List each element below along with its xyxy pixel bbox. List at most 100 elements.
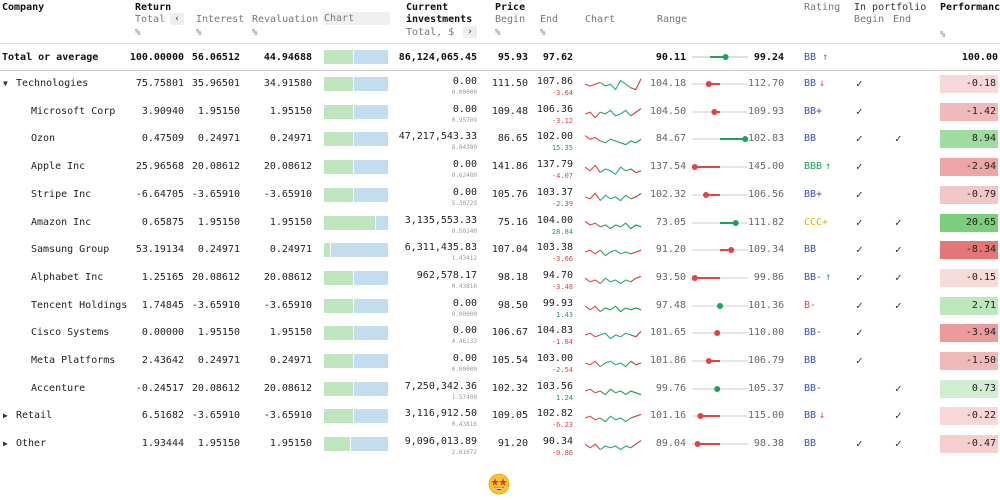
col-price: Price — [495, 2, 526, 13]
collapse-return-button[interactable]: ‹ — [170, 13, 184, 25]
price-begin: 109.05 — [491, 410, 528, 421]
expand-investments-button[interactable]: › — [463, 26, 477, 38]
price-sparkline — [584, 360, 642, 368]
check-icon: ✓ — [856, 132, 863, 145]
range-min: 104.50 — [650, 106, 687, 117]
return-bar — [324, 326, 388, 340]
table-row[interactable]: Microsoft Corp 3.90940 1.95150 1.95150 0.00 0… — [0, 101, 1000, 129]
table-row[interactable]: Cisco Systems 0.00000 1.95150 1.95150 0.00 4.… — [0, 322, 1000, 350]
col-interest[interactable]: Interest — [196, 14, 245, 25]
current-investments: 0.00 — [452, 104, 477, 115]
col-return-chart[interactable]: Chart — [323, 12, 390, 25]
return-revaluation: 34.91580 — [263, 78, 312, 89]
range-min: 89.04 — [655, 438, 686, 449]
group-name[interactable]: Other — [16, 438, 47, 449]
sparkline-end — [599, 166, 642, 176]
price-sparkline — [584, 164, 642, 176]
col-ip-begin[interactable]: Begin — [854, 14, 885, 25]
caret-right-icon[interactable]: ▶ — [3, 411, 8, 420]
rating-value: BB — [804, 78, 817, 89]
rating-value: CCC+ — [804, 217, 829, 228]
company-name: Alphabet Inc — [31, 272, 104, 283]
col-price-chart[interactable]: Chart — [585, 14, 616, 25]
current-investments: 9,096,013.89 — [404, 436, 477, 447]
return-interest: -3.65910 — [191, 189, 240, 200]
return-revaluation: -3.65910 — [263, 189, 312, 200]
return-bar — [324, 271, 388, 285]
return-bar — [324, 243, 388, 257]
return-bar-green — [324, 105, 353, 119]
return-revaluation: -3.65910 — [263, 300, 312, 311]
check-icon: ✓ — [895, 216, 902, 229]
group-name[interactable]: Retail — [16, 410, 53, 421]
table-row[interactable]: ▶ Retail 6.51682 -3.65910 -3.65910 3,116,912.… — [0, 405, 1000, 433]
col-rating[interactable]: Rating — [804, 2, 841, 13]
sparkline-start — [584, 415, 601, 421]
table-row[interactable]: Apple Inc 25.96568 20.08612 20.08612 0.00 0.6… — [0, 156, 1000, 184]
caret-down-icon[interactable]: ▼ — [3, 79, 8, 88]
price-change: -2.54 — [551, 366, 573, 374]
total-current: 86,124,065.45 — [398, 52, 477, 63]
rating: BB+ — [804, 189, 822, 200]
table-row[interactable]: Stripe Inc -6.64705 -3.65910 -3.65910 0.00 5.… — [0, 184, 1000, 212]
price-sparkline — [584, 78, 642, 91]
current-investments-share: 0.00000 — [451, 311, 477, 318]
performance-cell: -1.42 — [940, 103, 998, 121]
check-icon: ✓ — [895, 409, 902, 422]
col-company[interactable]: Company — [2, 2, 45, 13]
performance-cell: -2.94 — [940, 158, 998, 176]
price-end: 107.86 — [536, 76, 573, 87]
rating-value: BB — [804, 355, 817, 366]
price-end: 104.83 — [536, 325, 573, 336]
table-row[interactable]: Alphabet Inc 1.25165 20.08612 20.08612 962,5… — [0, 267, 1000, 295]
col-price-end[interactable]: End — [540, 14, 559, 25]
rating: CCC+ — [804, 217, 828, 228]
table-row[interactable]: ▼ Technologies 75.75801 35.96501 34.91580 0.0… — [0, 73, 1000, 101]
sparkline-tail — [630, 440, 642, 449]
return-total: 3.90940 — [141, 106, 184, 117]
group-name[interactable]: Technologies — [16, 78, 89, 89]
col-total[interactable]: Total — [135, 14, 166, 25]
return-total: 0.47509 — [141, 133, 184, 144]
rating: BB- ↑ — [804, 272, 831, 283]
return-revaluation: 0.24971 — [269, 244, 312, 255]
col-price-begin[interactable]: Begin — [495, 14, 526, 25]
sparkline-start — [584, 111, 601, 119]
table-row[interactable]: ▶ Other 1.93444 1.95150 1.95150 9,096,013.89 2… — [0, 433, 1000, 461]
col-current-total[interactable]: Total, $ — [406, 27, 455, 38]
company-name: Stripe Inc — [31, 189, 92, 200]
price-end: 90.34 — [542, 436, 573, 447]
return-bar-green — [324, 160, 353, 174]
range-marker — [732, 220, 739, 226]
table-row[interactable]: Accenture -0.24517 20.08612 20.08612 7,250,3… — [0, 378, 1000, 406]
return-bar — [324, 299, 388, 313]
rating-value: BB+ — [804, 106, 823, 117]
return-total: 1.93444 — [141, 438, 184, 449]
table-row[interactable]: Meta Platforms 2.43642 0.24971 0.24971 0.00 0… — [0, 350, 1000, 378]
range-max: 106.79 — [748, 355, 785, 366]
sparkline-start — [584, 192, 601, 201]
price-change: 15.35 — [551, 144, 573, 152]
range-marker — [717, 303, 723, 309]
table-row[interactable]: Amazon Inc 0.65875 1.95150 1.95150 3,135,553… — [0, 212, 1000, 240]
rating: BB — [804, 133, 816, 144]
col-revaluation[interactable]: Revaluation — [252, 14, 319, 25]
caret-right-icon[interactable]: ▶ — [3, 439, 8, 448]
current-investments-share: 2.01672 — [451, 449, 477, 456]
table-row[interactable]: Samsung Group 53.19134 0.24971 0.24971 6,311… — [0, 239, 1000, 267]
col-ip-end[interactable]: End — [893, 14, 912, 25]
table-row[interactable]: Tencent Holdings 1.74845 -3.65910 -3.65910 0… — [0, 295, 1000, 323]
col-range[interactable]: Range — [657, 14, 688, 25]
return-bar — [324, 160, 388, 174]
check-icon: ✓ — [856, 326, 863, 339]
range-max: 109.93 — [748, 106, 785, 117]
range-slider — [692, 441, 748, 447]
return-bar-blue — [331, 243, 388, 257]
performance-cell: -1.50 — [940, 352, 998, 370]
table-row[interactable]: Ozon 0.47509 0.24971 0.24971 47,217,543.33 8.… — [0, 128, 1000, 156]
price-change: 28.84 — [551, 228, 573, 236]
range-min: 73.05 — [655, 217, 686, 228]
col-performance[interactable]: Performance — [940, 2, 1000, 13]
range-marker — [691, 275, 698, 281]
return-interest: 20.08612 — [191, 272, 240, 283]
